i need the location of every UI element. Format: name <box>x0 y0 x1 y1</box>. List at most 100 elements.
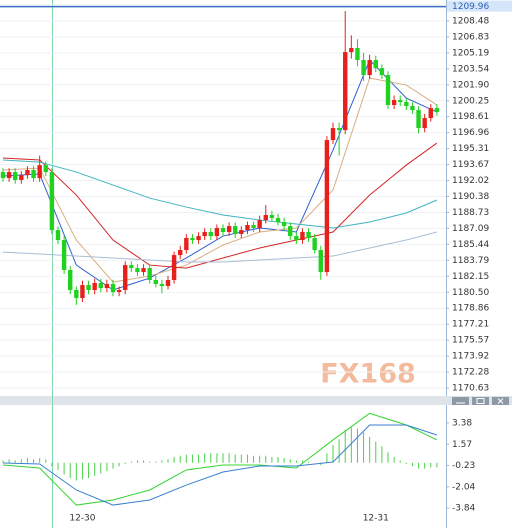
minimize-button[interactable] <box>452 397 469 405</box>
candle-body <box>367 60 372 76</box>
candle-body <box>391 99 397 106</box>
candle-body <box>214 228 220 237</box>
y-tick-label: 1175.57 <box>452 336 489 346</box>
y-tick-label: 1180.50 <box>452 288 489 298</box>
y-tick-label: 1190.38 <box>452 192 489 202</box>
candle-body <box>147 268 152 281</box>
y-tick-label: 1173.92 <box>452 352 489 362</box>
candle-body <box>196 236 201 241</box>
candle-body <box>361 60 366 76</box>
candle-body <box>318 250 323 273</box>
candle-body <box>239 230 244 235</box>
y-tick-label: 3.38 <box>452 419 472 429</box>
candle-body <box>251 225 256 229</box>
candle-body <box>104 283 110 289</box>
y-tick-label: 1177.21 <box>452 320 489 330</box>
y-tick-label: 1200.25 <box>452 96 489 106</box>
candle-body <box>178 250 183 256</box>
candle-body <box>31 170 36 179</box>
close-icon <box>497 398 504 404</box>
candle-body <box>385 75 391 106</box>
candle-body <box>129 265 134 269</box>
candle-body <box>74 289 79 299</box>
candle-body <box>434 108 440 113</box>
candle-body <box>13 172 18 181</box>
y-tick-label: 1182.15 <box>452 272 489 282</box>
last-price-box <box>447 0 512 12</box>
candle-body <box>110 283 116 293</box>
y-tick-label: 1208.48 <box>452 16 489 26</box>
candle-body <box>43 165 48 173</box>
candle-body <box>141 268 146 273</box>
candle-body <box>300 231 305 241</box>
candle-body <box>123 265 128 290</box>
candle-body <box>233 226 238 235</box>
candle-body <box>184 238 189 251</box>
candle-body <box>190 238 195 241</box>
candle-body <box>202 231 207 237</box>
candle-body <box>349 48 354 53</box>
candle-body <box>343 52 348 131</box>
candle-body <box>6 172 12 179</box>
y-tick-label: 1203.54 <box>452 64 489 74</box>
candle-body <box>416 110 421 129</box>
last-price-label: 1209.96 <box>452 2 489 12</box>
y-tick-label: 1172.28 <box>452 368 489 378</box>
candle-body <box>404 102 409 107</box>
candle-body <box>312 238 317 251</box>
y-tick-label: 1201.90 <box>452 80 489 90</box>
y-tick-label: 1.57 <box>452 440 472 450</box>
y-tick-label: 1206.83 <box>452 32 489 42</box>
candle-body <box>19 175 24 181</box>
line <box>2 159 438 229</box>
line <box>2 142 438 269</box>
y-tick-label: -2.04 <box>452 482 476 492</box>
line <box>2 412 438 506</box>
candle-body <box>159 283 165 287</box>
candle-body <box>0 172 6 179</box>
candle-body <box>49 172 55 231</box>
candle-body <box>37 165 42 179</box>
candle-body <box>220 228 226 232</box>
candle-body <box>257 220 262 229</box>
candle-body <box>61 240 67 271</box>
candle-body <box>263 215 268 221</box>
candle-body <box>294 236 299 241</box>
candle-body <box>165 280 171 287</box>
candle-body <box>379 68 385 76</box>
line <box>2 424 438 506</box>
y-tick-label: 1193.67 <box>452 160 489 170</box>
candle-body <box>422 118 427 129</box>
candle-body <box>116 289 122 293</box>
candle-body <box>330 128 336 141</box>
candle-body <box>428 108 433 119</box>
y-tick-label: 1188.73 <box>452 208 489 218</box>
candle-body <box>269 215 275 219</box>
window-buttons <box>452 397 509 405</box>
candle-body <box>245 225 250 231</box>
candle-body <box>86 285 91 290</box>
maximize-icon <box>476 398 485 404</box>
candle-body <box>55 230 61 241</box>
y-tick-label: 1185.44 <box>452 240 489 250</box>
x-tick-label: 12-30 <box>69 514 95 524</box>
candle-body <box>324 140 330 273</box>
maximize-button[interactable] <box>472 397 489 405</box>
candle-body <box>226 226 232 232</box>
candle-body <box>171 255 177 281</box>
candle-body <box>281 222 287 227</box>
y-tick-label: 1196.96 <box>452 128 489 138</box>
y-tick-label: 1170.63 <box>452 384 489 394</box>
candle-body <box>355 48 360 61</box>
watermark: FX168 <box>320 359 416 390</box>
candle-body <box>98 283 103 289</box>
y-tick-label: 1198.61 <box>452 112 489 122</box>
candle-body <box>275 218 281 223</box>
candle-body <box>398 99 403 103</box>
candle-body <box>68 270 73 290</box>
candle-body <box>306 231 311 239</box>
y-tick-label: 1187.09 <box>452 224 489 234</box>
candle-body <box>80 285 85 299</box>
